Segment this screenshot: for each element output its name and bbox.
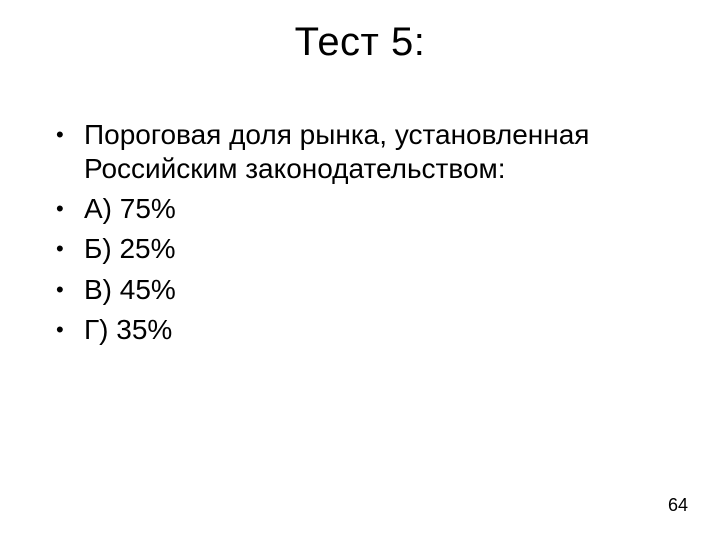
list-item-text: Пороговая доля рынка, установленная Росс… xyxy=(84,118,674,186)
bullet-icon: • xyxy=(54,192,84,226)
list-item-text: В) 45% xyxy=(84,273,674,307)
list-item: • Б) 25% xyxy=(54,232,674,266)
list-item: • А) 75% xyxy=(54,192,674,226)
list-item-text: Г) 35% xyxy=(84,313,674,347)
list-item-text: Б) 25% xyxy=(84,232,674,266)
list-item: • В) 45% xyxy=(54,273,674,307)
slide: Тест 5: • Пороговая доля рынка, установл… xyxy=(0,0,720,540)
bullet-icon: • xyxy=(54,313,84,347)
list-item: • Пороговая доля рынка, установленная Ро… xyxy=(54,118,674,186)
bullet-icon: • xyxy=(54,232,84,266)
list-item: • Г) 35% xyxy=(54,313,674,347)
bullet-icon: • xyxy=(54,273,84,307)
page-number: 64 xyxy=(668,495,688,516)
slide-title: Тест 5: xyxy=(0,20,720,65)
slide-body: • Пороговая доля рынка, установленная Ро… xyxy=(54,118,674,353)
bullet-icon: • xyxy=(54,118,84,152)
list-item-text: А) 75% xyxy=(84,192,674,226)
